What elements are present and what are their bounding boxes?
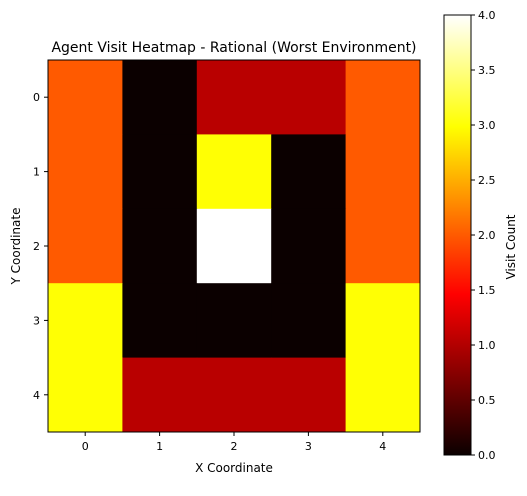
x-tick-label: 4 — [379, 440, 386, 453]
colorbar-tick-label: 3.0 — [478, 119, 496, 132]
x-tick-label: 0 — [82, 440, 89, 453]
heatmap-cell — [345, 283, 421, 359]
heatmap-cell — [122, 134, 198, 210]
heatmap-cell — [271, 208, 347, 284]
colorbar-ticks: 0.0 0.5 1.0 1.5 2.0 2.5 3.0 3.5 4.0 — [471, 9, 496, 462]
heatmap-cell — [196, 134, 272, 210]
colorbar-label: Visit Count — [504, 214, 518, 279]
heatmap-cell — [122, 208, 198, 284]
colorbar-tick-label: 1.5 — [478, 284, 496, 297]
x-tick-label: 3 — [305, 440, 312, 453]
heatmap-cell — [122, 357, 198, 433]
colorbar-tick-label: 2.0 — [478, 229, 496, 242]
heatmap-cell — [271, 283, 347, 359]
heatmap-cell — [48, 283, 123, 359]
y-tick-label: 0 — [33, 91, 40, 104]
heatmap-cell — [345, 357, 421, 433]
heatmap-cell — [196, 283, 272, 359]
colorbar-tick-label: 0.5 — [478, 394, 496, 407]
heatmap-cell — [345, 134, 421, 210]
x-tick-label: 1 — [156, 440, 163, 453]
heatmap-cell — [196, 60, 272, 135]
heatmap-cell — [271, 357, 347, 433]
heatmap-cell — [122, 60, 198, 135]
y-tick-label: 3 — [33, 314, 40, 327]
y-tick-label: 2 — [33, 240, 40, 253]
x-axis-label: X Coordinate — [195, 461, 273, 475]
x-tick-label: 2 — [231, 440, 238, 453]
x-axis-ticks: 0 1 2 3 4 — [82, 432, 386, 453]
heatmap-cell — [122, 283, 198, 359]
heatmap-cell — [48, 357, 123, 433]
y-axis-label: Y Coordinate — [9, 208, 23, 286]
colorbar-tick-label: 3.5 — [478, 64, 496, 77]
y-tick-label: 4 — [33, 389, 40, 402]
heatmap-cell — [48, 208, 123, 284]
colorbar-tick-label: 4.0 — [478, 9, 496, 22]
colorbar-tick-label: 0.0 — [478, 449, 496, 462]
y-axis-ticks: 0 1 2 3 4 — [33, 91, 48, 402]
heatmap-cell — [48, 60, 123, 135]
colorbar-tick-label: 2.5 — [478, 174, 496, 187]
chart-title: Agent Visit Heatmap - Rational (Worst En… — [51, 40, 416, 56]
colorbar-tick-label: 1.0 — [478, 339, 496, 352]
heatmap-cell — [345, 60, 421, 135]
heatmap-cell — [271, 60, 347, 135]
y-tick-label: 1 — [33, 166, 40, 179]
heatmap-cell — [271, 134, 347, 210]
heatmap-cell — [196, 208, 272, 284]
heatmap-cells — [48, 60, 421, 433]
colorbar — [443, 14, 472, 456]
heatmap-cell — [345, 208, 421, 284]
heatmap-cell — [196, 357, 272, 433]
heatmap-cell — [48, 134, 123, 210]
